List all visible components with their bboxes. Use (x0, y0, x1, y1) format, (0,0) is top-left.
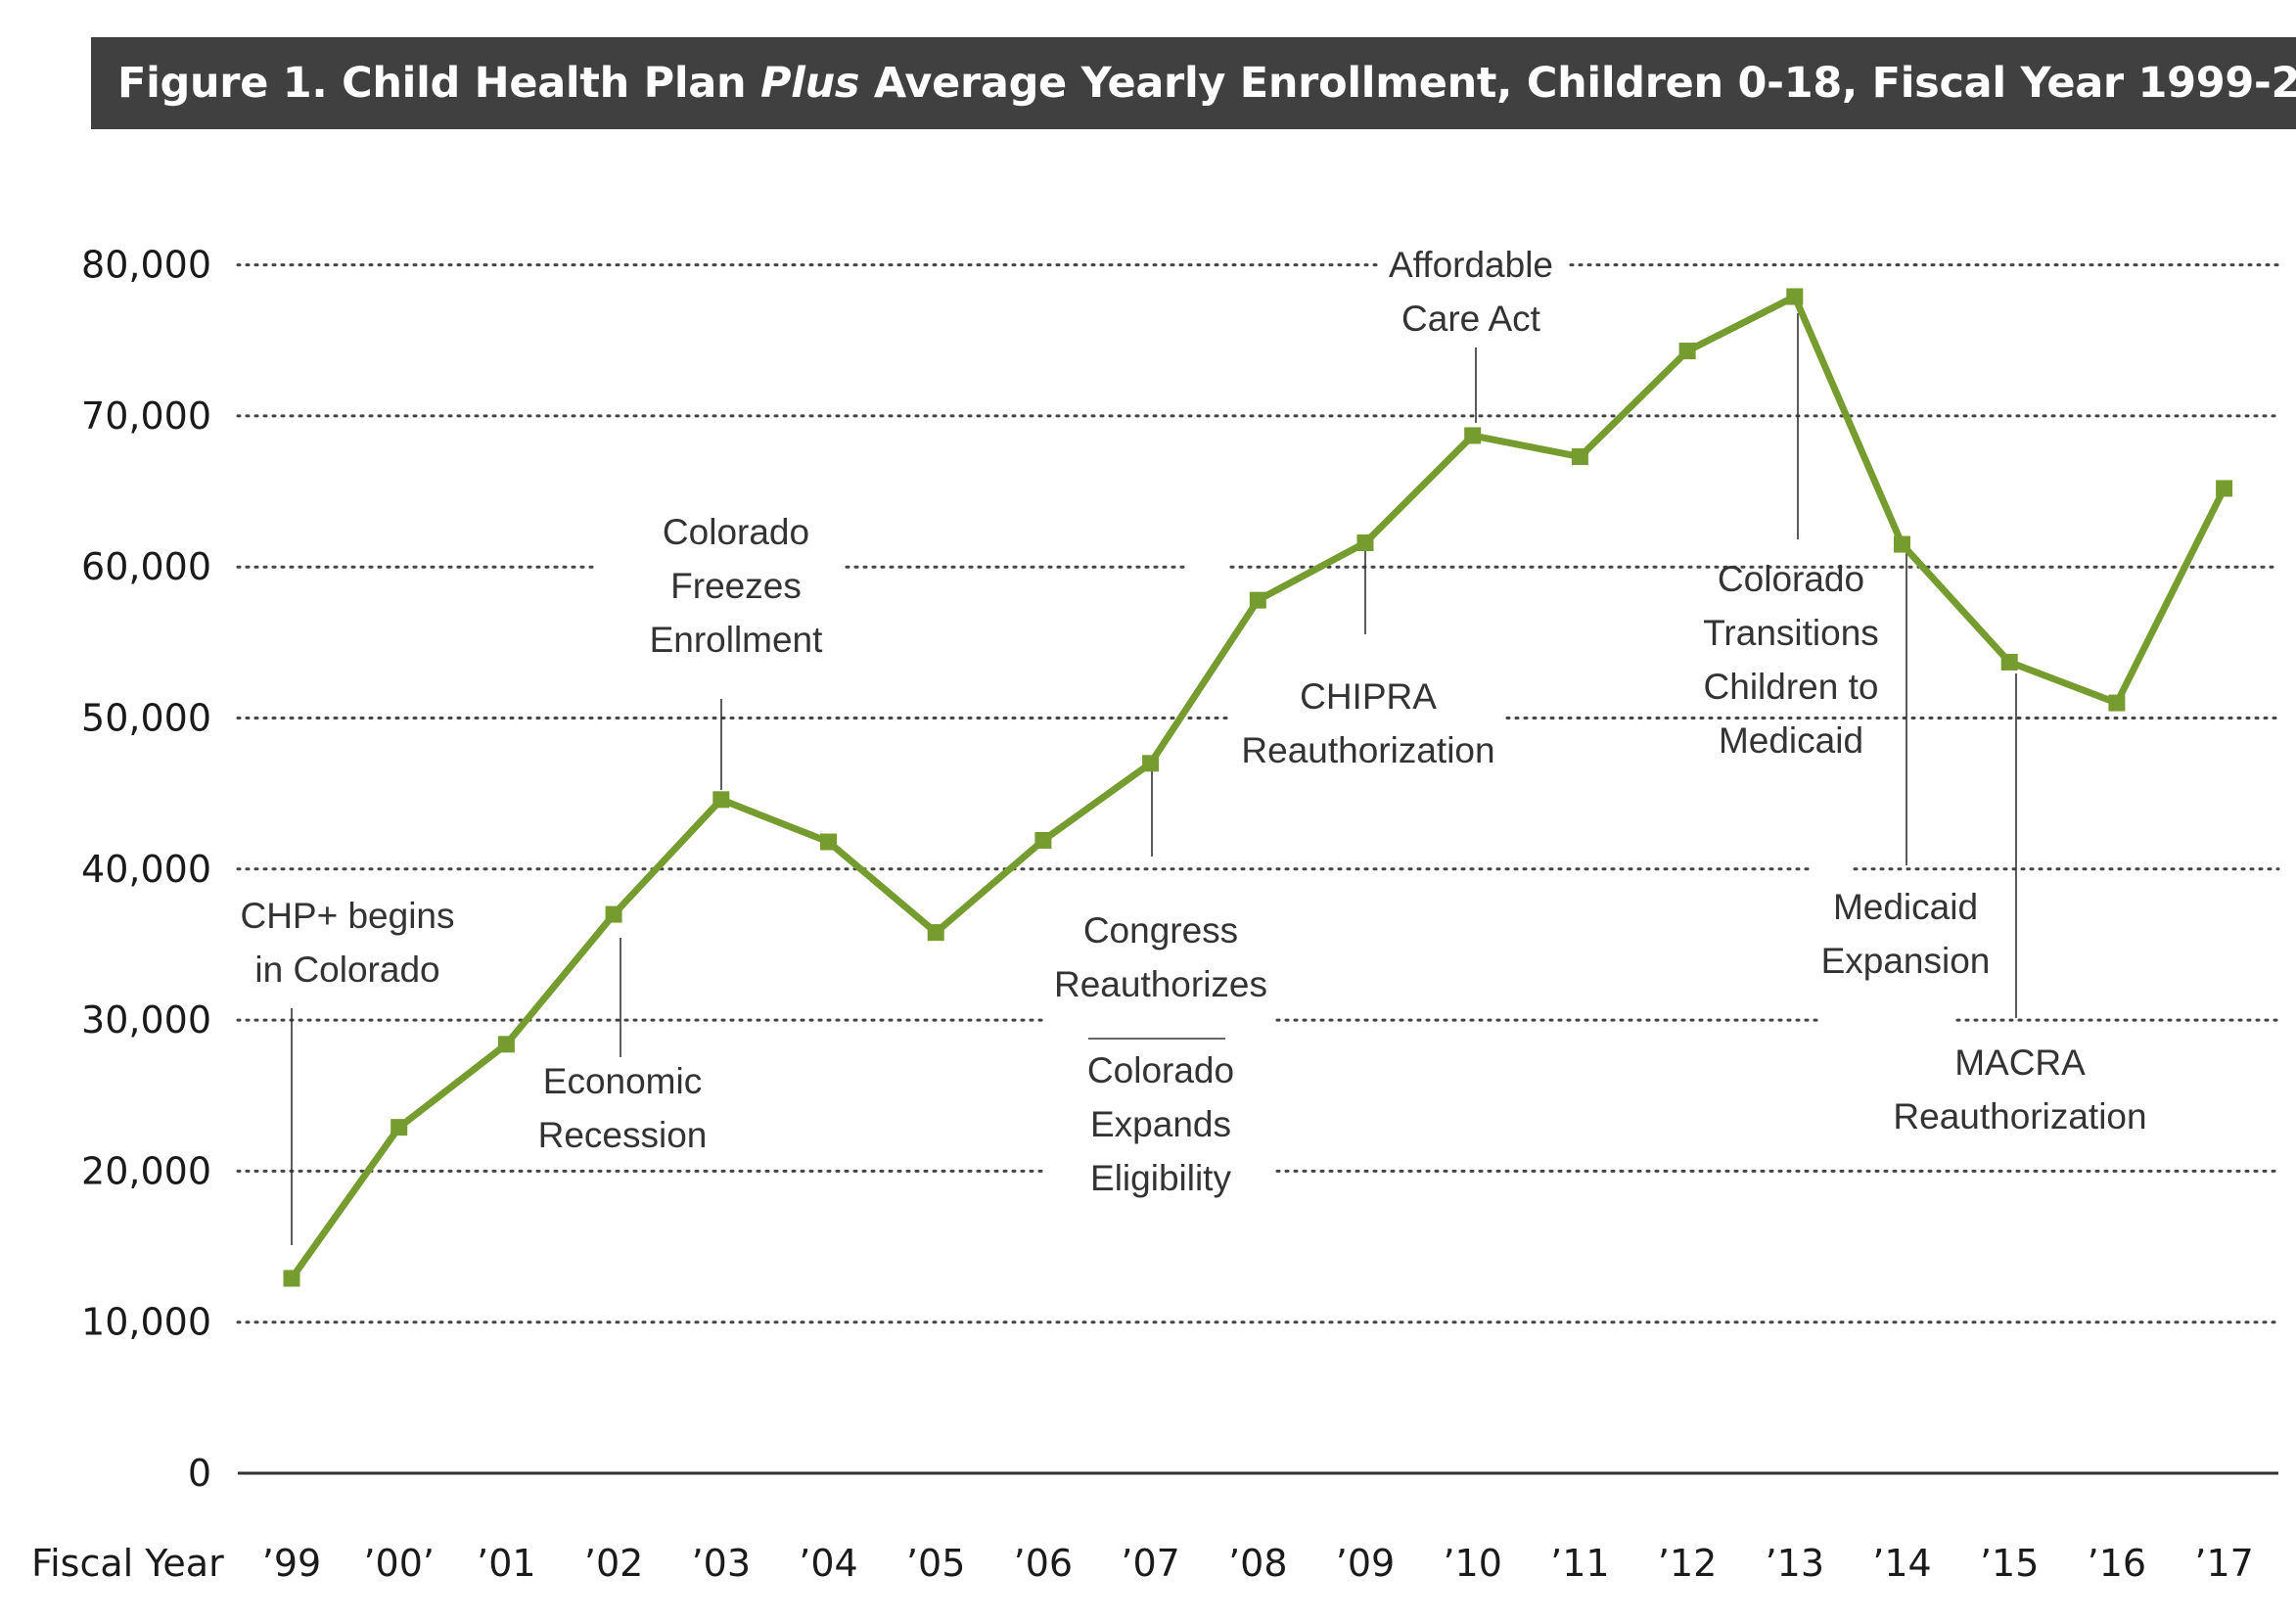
data-point (1894, 535, 1910, 553)
data-point (1142, 755, 1160, 772)
data-point (1356, 534, 1374, 552)
x-tick-label: ’15 (1980, 1542, 2039, 1585)
y-tick-label: 40,000 (81, 848, 211, 891)
chart-title-emphasis: Plus (759, 59, 860, 108)
y-tick-label: 60,000 (81, 545, 211, 588)
chart-title-suffix: Average Yearly Enrollment, Children 0-18… (859, 59, 2296, 108)
chart-title-prefix: Figure 1. Child Health Plan (117, 59, 760, 108)
annotation-medicaid-expansion: Medicaid Expansion (1821, 549, 1991, 981)
data-point (2108, 694, 2126, 712)
x-tick-label: ’11 (1550, 1542, 1609, 1585)
data-point (497, 1036, 515, 1053)
y-tick-label: 80,000 (81, 244, 211, 287)
annotation-label: MACRA Reauthorization (1893, 1043, 2146, 1136)
annotation-colorado-freezes-enrollment: Colorado Freezes Enrollment (650, 512, 824, 790)
x-tick-label: ’00’ (363, 1542, 435, 1585)
x-tick-label: ’06 (1014, 1542, 1073, 1585)
data-point (712, 791, 730, 809)
data-point (1678, 343, 1696, 360)
annotation-label: Congress Reauthorizes (1054, 910, 1267, 1004)
x-tick-label: ’12 (1658, 1542, 1717, 1585)
annotations: CHP+ begins in Colorado Economic Recession C… (240, 245, 2147, 1245)
annotation-label: Economic Recession (538, 1061, 708, 1155)
gridlines (236, 263, 2280, 1324)
x-tick-label: ’16 (2088, 1542, 2146, 1585)
x-tick-label: ’01 (477, 1542, 535, 1585)
annotation-label: Colorado Transitions Children to Medicaid (1703, 559, 1879, 761)
data-point (820, 833, 837, 851)
annotation-congress-reauthorizes: Congress Reauthorizes (1054, 764, 1267, 1004)
x-tick-label: ’10 (1443, 1542, 1501, 1585)
data-point (927, 924, 944, 942)
y-tick-label: 20,000 (81, 1149, 211, 1192)
annotation-label: Colorado Expands Eligibility (1087, 1050, 1234, 1198)
x-tick-labels: Fiscal Year ’99 ’00’ ’01 ’02 ’03 ’04 ’05 ’06 ’07 ’… (31, 1542, 2254, 1585)
annotation-label: Medicaid Expansion (1821, 887, 1991, 981)
x-tick-label: ’02 (584, 1542, 643, 1585)
data-point (390, 1119, 408, 1136)
x-tick-label: ’14 (1872, 1542, 1931, 1585)
data-point (2000, 653, 2018, 671)
data-point (605, 905, 622, 923)
y-tick-label: 10,000 (81, 1301, 211, 1344)
title-bar: Figure 1. Child Health Plan Plus Average… (91, 37, 2296, 129)
data-point (1786, 288, 1804, 305)
x-tick-label: ’09 (1336, 1542, 1395, 1585)
annotation-label: CHP+ begins in Colorado (240, 896, 454, 990)
x-axis-label: Fiscal Year (31, 1542, 224, 1585)
data-point (1034, 831, 1052, 849)
annotation-affordable-care-act: Affordable Care Act (1389, 245, 1553, 423)
y-tick-label: 50,000 (81, 697, 211, 740)
data-point (1571, 448, 1588, 466)
y-tick-labels: 0 10,000 20,000 30,000 40,000 50,000 60,000 70,… (81, 244, 211, 1495)
x-tick-label: ’08 (1228, 1542, 1287, 1585)
annotation-colorado-transitions-children: Colorado Transitions Children to Medicaid (1703, 313, 1879, 761)
series (283, 288, 2233, 1287)
y-tick-label: 0 (188, 1452, 211, 1495)
annotation-economic-recession: Economic Recession (538, 938, 708, 1155)
x-tick-label: ’03 (692, 1542, 751, 1585)
annotation-label: Colorado Freezes Enrollment (650, 512, 824, 660)
annotation-label: Affordable Care Act (1389, 245, 1553, 339)
data-point (283, 1270, 300, 1287)
data-point (1464, 427, 1482, 444)
annotation-chp-begins: CHP+ begins in Colorado (240, 896, 455, 1245)
x-tick-label: ’17 (2194, 1542, 2253, 1585)
chart-title: Figure 1. Child Health Plan Plus Average… (117, 37, 2296, 129)
x-tick-label: ’04 (799, 1542, 857, 1585)
x-tick-label: ’99 (262, 1542, 321, 1585)
annotation-chipra-reauthorization: CHIPRA Reauthorization (1241, 548, 1495, 770)
annotation-label: CHIPRA Reauthorization (1241, 676, 1494, 770)
y-tick-label: 30,000 (81, 998, 211, 1042)
x-tick-label: ’07 (1121, 1542, 1179, 1585)
x-tick-label: ’05 (906, 1542, 965, 1585)
x-tick-label: ’13 (1766, 1542, 1824, 1585)
y-tick-label: 70,000 (81, 394, 211, 438)
annotation-macra-reauthorization: MACRA Reauthorization (1893, 673, 2147, 1136)
annotation-colorado-expands-eligibility: Colorado Expands Eligibility (1087, 1038, 1234, 1198)
data-point (2216, 480, 2233, 497)
data-point (1249, 591, 1266, 609)
